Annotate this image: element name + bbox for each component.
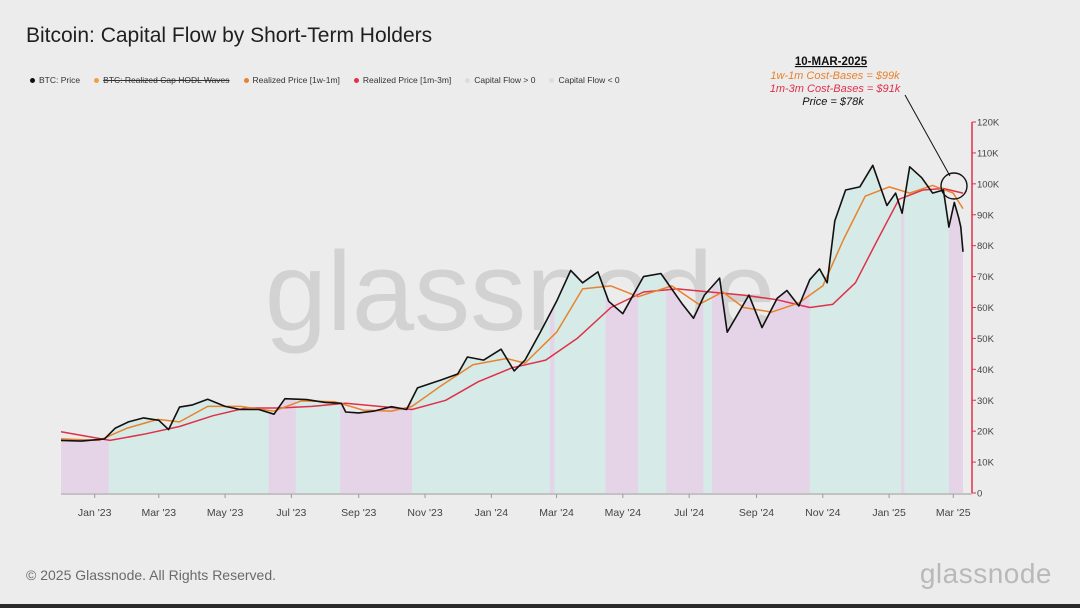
x-tick-label: Nov '23 [407,507,442,519]
y-tick-label: 90K [977,210,995,221]
x-tick-label: Jan '24 [475,507,509,519]
y-tick-label: 20K [977,427,995,438]
legend-label: BTC: Realized Cap HODL Waves [103,75,230,85]
legend-item-rp-1w-1m[interactable]: Realized Price [1w-1m] [243,75,340,85]
capital-flow-negative-band [61,434,109,493]
annotation-date: 10-MAR-2025 [795,56,868,68]
legend-dot-icon [94,77,100,83]
legend-label: Capital Flow < 0 [558,75,620,85]
annotation: 10-MAR-2025 1w-1m Cost-Bases = $99k 1m-3… [770,56,968,200]
annotation-cost-basis-1w-1m: 1w-1m Cost-Bases = $99k [770,70,900,82]
x-tick-label: Jan '25 [872,507,906,519]
capital-flow-negative-band [712,279,810,493]
legend-dot-icon [353,77,359,83]
x-tick-label: Sep '24 [739,507,774,519]
y-tick-label: 30K [977,396,995,407]
capital-flow-negative-band [948,202,963,493]
legend-item-rp-1m-3m[interactable]: Realized Price [1m-3m] [353,75,452,85]
capital-flow-negative-band [605,286,639,493]
annotation-pointer-line [904,94,951,177]
capital-flow-negative-band [550,305,555,493]
annotation-price: Price = $78k [802,96,864,108]
x-tick-label: Nov '24 [805,507,840,519]
y-tick-label: 10K [977,458,995,469]
x-tick-label: Jul '24 [674,507,704,519]
legend-dot-icon [243,77,249,83]
series-line-realized-price-1w-1m [60,184,964,442]
x-tick-label: May '23 [207,507,244,519]
annotation-circle [940,172,968,200]
legend-dot-icon [465,77,471,83]
x-tick-label: Mar '23 [141,507,176,519]
legend: BTC: Price BTC: Realized Cap HODL Waves … [30,75,634,85]
capital-flow-bands [61,165,963,494]
y-tick-label: 60K [977,303,995,314]
y-axis: 0 10K 20K 30K 40K 50K 60K 70K 80K 90K 100K 110K 120K [971,118,1000,500]
legend-item-hodl-waves[interactable]: BTC: Realized Cap HODL Waves [94,75,230,85]
annotation-cost-basis-1m-3m: 1m-3m Cost-Bases = $91k [770,83,901,95]
x-axis: Jan '23 Mar '23 May '23 Jul '23 Sep '23 Nov '… [61,493,972,519]
x-tick-label: Mar '25 [936,507,971,519]
legend-item-flow-positive[interactable]: Capital Flow > 0 [465,75,535,85]
bottom-rule [0,604,1080,608]
capital-flow-negative-band [340,398,412,493]
y-tick-label: 40K [977,365,995,376]
footer-copyright: © 2025 Glassnode. All Rights Reserved. [26,567,277,583]
series-group [60,164,964,442]
capital-flow-negative-band [666,281,704,493]
y-tick-label: 50K [977,334,995,345]
x-tick-label: May '24 [605,507,642,519]
y-tick-label: 70K [977,272,995,283]
legend-item-flow-negative[interactable]: Capital Flow < 0 [549,75,620,85]
chart-area: glassnode Jan '23 Mar '23 May '23 Jul '23 Se… [60,56,1000,519]
legend-label: Realized Price [1m-3m] [362,75,452,85]
x-tick-label: Jul '23 [276,507,306,519]
legend-label: Realized Price [1w-1m] [252,75,340,85]
x-tick-label: Jan '23 [78,507,112,519]
legend-label: Capital Flow > 0 [474,75,536,85]
footer-logo: glassnode [919,558,1052,589]
y-tick-label: 110K [977,148,999,159]
chart-title: Bitcoin: Capital Flow by Short-Term Hold… [26,24,433,47]
capital-flow-negative-band [901,200,905,493]
x-tick-label: Sep '23 [341,507,376,519]
capital-flow-negative-band [268,398,296,493]
legend-dot-icon [549,77,555,83]
series-line-btc-price [60,164,964,442]
y-tick-label: 120K [977,118,1000,129]
legend-dot-icon [30,77,35,83]
y-tick-label: 0 [977,489,982,500]
y-tick-label: 100K [977,179,1000,190]
legend-label: BTC: Price [39,75,81,85]
x-tick-label: Mar '24 [539,507,574,519]
y-tick-label: 80K [977,241,995,252]
legend-item-btc-price[interactable]: BTC: Price [30,75,80,85]
